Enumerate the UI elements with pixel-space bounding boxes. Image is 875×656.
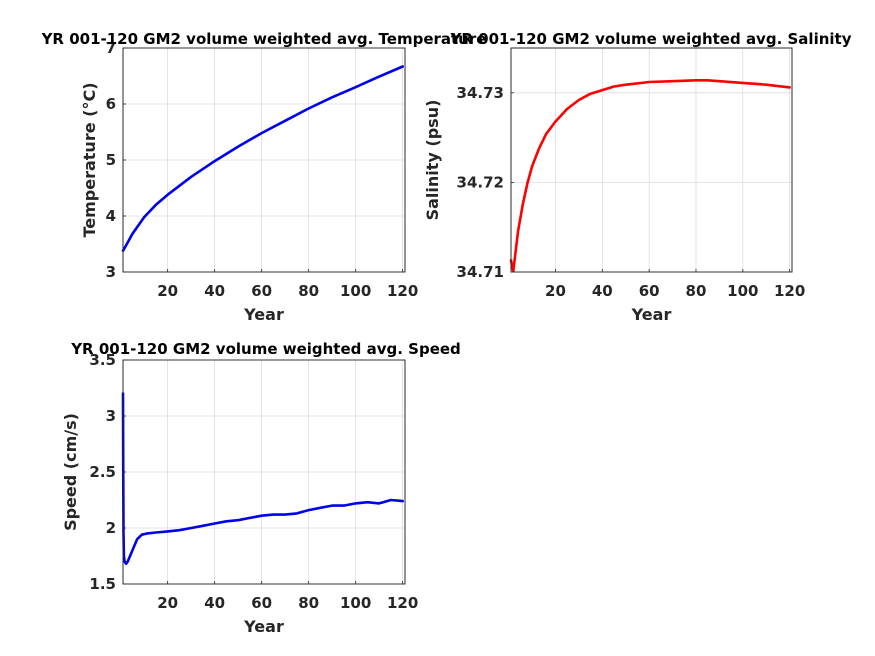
speed-x-tick-label: 60 (251, 594, 272, 612)
salinity-chart-title: YR 001-120 GM2 volume weighted avg. Sali… (450, 30, 852, 48)
speed-chart-title: YR 001-120 GM2 volume weighted avg. Spee… (70, 340, 461, 358)
temperature-y-tick-label: 4 (106, 207, 116, 225)
speed-y-tick-label: 1.5 (89, 575, 116, 593)
speed-y-tick-label: 3.5 (89, 351, 116, 369)
salinity-y-tick-label: 34.73 (457, 84, 504, 102)
temperature-x-tick-label: 60 (251, 282, 272, 300)
temperature-x-axis-label: Year (243, 305, 284, 324)
temperature-y-tick-label: 5 (106, 151, 116, 169)
temperature-x-tick-label: 80 (298, 282, 319, 300)
salinity-x-tick-label: 60 (639, 282, 660, 300)
salinity-x-axis-label: Year (631, 305, 672, 324)
salinity-x-tick-label: 100 (727, 282, 758, 300)
temperature-series-line (121, 65, 405, 252)
speed-y-tick-label: 2.5 (89, 463, 116, 481)
salinity-axes-box (510, 47, 793, 273)
temperature-y-tick-label: 7 (106, 39, 116, 57)
speed-x-tick-label: 120 (387, 594, 418, 612)
salinity-x-tick-label: 80 (686, 282, 707, 300)
temperature-panel: 20 40 60 80 100 120 3 4 5 6 7 Year Temperature (°C) Y… (41, 30, 487, 324)
speed-panel: 20 40 60 80 100 120 1.5 2 2.5 3 3.5 Year Speed (cm/s… (61, 340, 461, 636)
salinity-y-axis-label: Salinity (psu) (423, 100, 442, 221)
speed-x-tick-label: 100 (340, 594, 371, 612)
salinity-plot-area (510, 47, 793, 273)
temperature-x-tick-label: 40 (204, 282, 225, 300)
speed-y-tick-label: 2 (106, 519, 116, 537)
salinity-x-tick-label: 20 (545, 282, 566, 300)
speed-y-axis-label: Speed (cm/s) (61, 413, 80, 531)
temperature-x-tick-label: 120 (387, 282, 418, 300)
temperature-y-tick-label: 3 (106, 263, 116, 281)
salinity-y-tick-label: 34.71 (457, 263, 504, 281)
speed-y-tick-label: 3 (106, 407, 116, 425)
salinity-y-tick-label: 34.72 (457, 173, 504, 191)
salinity-x-tick-label: 40 (592, 282, 613, 300)
temperature-chart-title: YR 001-120 GM2 volume weighted avg. Temp… (41, 30, 487, 48)
speed-x-tick-label: 20 (157, 594, 178, 612)
salinity-series-line (509, 79, 792, 273)
salinity-panel: 20 40 60 80 100 120 34.71 34.72 34.73 Year Salinit… (423, 30, 852, 324)
temperature-y-axis-label: Temperature (°C) (80, 82, 99, 237)
speed-x-axis-label: Year (243, 617, 284, 636)
speed-x-tick-label: 40 (204, 594, 225, 612)
speed-series-line (121, 392, 405, 566)
salinity-x-tick-label: 120 (774, 282, 805, 300)
temperature-x-tick-label: 20 (157, 282, 178, 300)
temperature-y-tick-label: 6 (106, 95, 116, 113)
temperature-x-tick-label: 100 (340, 282, 371, 300)
speed-x-tick-label: 80 (298, 594, 319, 612)
